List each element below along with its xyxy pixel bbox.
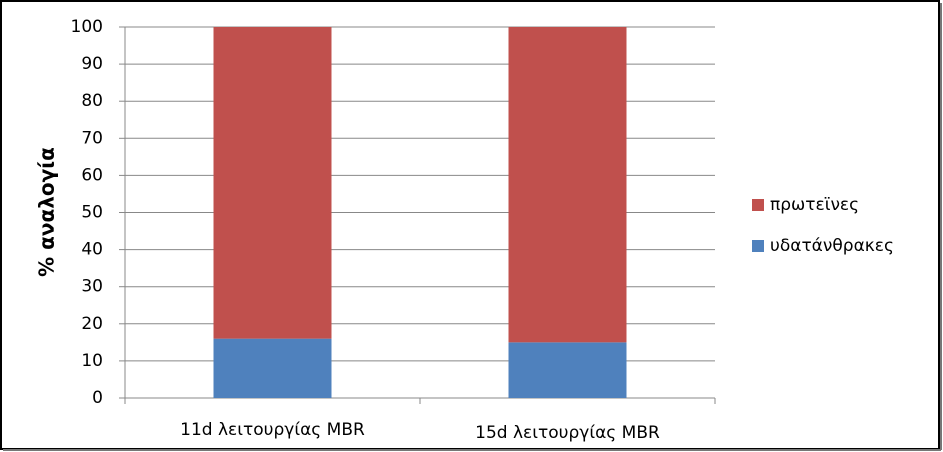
y-tick-label: 50	[81, 203, 103, 223]
y-tick-label: 60	[81, 165, 103, 185]
y-tick-label: 100	[71, 17, 103, 37]
y-tick-label: 70	[81, 128, 103, 148]
legend-label: πρωτεϊνες	[770, 195, 859, 215]
legend-swatch	[752, 240, 764, 252]
y-tick-label: 0	[92, 388, 103, 408]
y-tick-label: 40	[81, 240, 103, 260]
y-tick-label: 30	[81, 277, 103, 297]
y-tick-label: 80	[81, 91, 103, 111]
y-tick-label: 20	[81, 314, 103, 334]
bar-segment	[213, 27, 332, 339]
bar-segment	[508, 342, 627, 398]
legend-swatch	[752, 199, 764, 211]
bar-segment	[213, 338, 332, 398]
y-axis-label: % αναλογία	[35, 147, 59, 277]
x-tick-label: 15d λειτουργίας MBR	[475, 423, 660, 443]
x-tick-label: 11d λειτουργίας MBR	[180, 420, 365, 440]
y-tick-label: 10	[81, 351, 103, 371]
y-tick-label: 90	[81, 54, 103, 74]
legend-label: υδατάνθρακες	[770, 236, 894, 256]
bar-segment	[508, 27, 627, 343]
